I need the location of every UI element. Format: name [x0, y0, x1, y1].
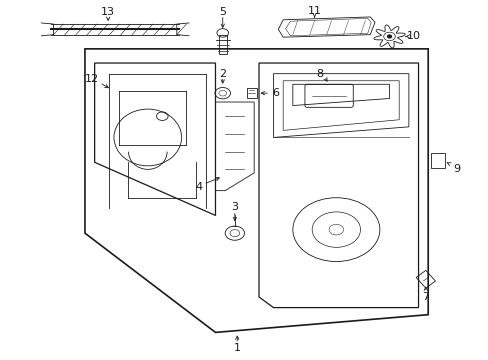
Text: 13: 13: [101, 6, 115, 17]
Text: 8: 8: [315, 69, 323, 79]
Bar: [430, 153, 444, 168]
Text: 3: 3: [231, 202, 238, 212]
Text: 9: 9: [453, 165, 460, 174]
Text: 4: 4: [195, 182, 202, 192]
Circle shape: [387, 35, 391, 38]
Bar: [219, 35, 226, 54]
Text: 6: 6: [272, 88, 279, 98]
Text: 1: 1: [233, 343, 240, 354]
Text: 7: 7: [421, 292, 428, 302]
Text: 11: 11: [307, 5, 321, 15]
Text: 2: 2: [219, 69, 226, 79]
Text: 10: 10: [406, 31, 420, 41]
Text: 5: 5: [219, 6, 226, 17]
Text: 12: 12: [85, 74, 99, 84]
